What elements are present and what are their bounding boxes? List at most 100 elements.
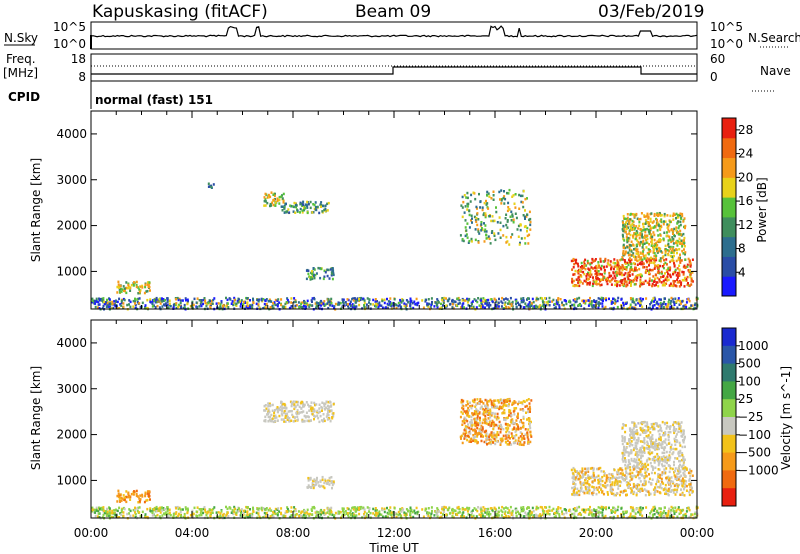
echo-cell [462,239,465,243]
echo-cell [156,513,159,517]
echo-cell [240,300,243,304]
echo-cell [622,224,625,227]
echo-cell [511,300,514,304]
echo-cell [507,192,510,195]
echo-cell [673,263,676,267]
echo-cell [620,271,623,275]
echo-cell [102,506,105,509]
echo-cell [514,430,517,433]
echo-cell [610,274,613,278]
echo-cell [609,260,612,263]
echo-cell [179,508,182,511]
echo-cell [505,427,508,430]
echo-cell [535,506,538,510]
echo-cell [144,285,147,289]
echo-cell [108,299,111,303]
echo-cell [679,220,682,224]
echo-cell [655,213,658,217]
echo-cell [316,510,319,514]
nave-axis-top: 60 [710,52,725,66]
echo-cell [657,224,660,227]
echo-cell [219,305,222,308]
echo-cell [312,211,315,214]
echo-cell [642,266,645,269]
echo-cell [174,512,177,516]
echo-cell [682,305,685,308]
echo-cell [668,235,671,238]
echo-cell [646,234,649,237]
echo-cell [146,283,149,286]
echo-cell [272,511,275,514]
echo-cell [162,507,165,510]
echo-cell [572,273,575,276]
echo-cell [651,242,654,245]
echo-cell [461,299,464,302]
echo-cell [500,514,503,517]
echo-cell [682,273,685,276]
echo-cell [172,514,175,518]
echo-cell [527,297,529,300]
echo-cell [264,419,267,422]
echo-cell [583,272,586,276]
cpid-strip: CPID normal (fast) 151 [8,81,213,109]
echo-cell [657,271,660,274]
echo-cell [579,304,582,307]
echo-cell [591,284,594,288]
echo-cell [664,249,667,253]
echo-cell [179,301,182,305]
echo-cell [476,435,479,438]
echo-cell [329,304,332,307]
echo-cell [309,278,312,281]
echo-cell [511,233,514,236]
echo-cell [488,421,491,424]
echo-cell [294,205,297,209]
echo-cell [574,469,577,473]
echo-cell [471,511,473,515]
echo-cell [480,439,483,443]
echo-cell [517,439,520,442]
echo-cell [638,236,641,240]
echo-cell [508,403,510,406]
echo-cell [196,306,199,309]
echo-cell [614,276,617,280]
echo-cell [672,237,675,241]
echo-cell [280,418,283,421]
echo-cell [529,430,532,434]
echo-cell [492,427,495,431]
echo-cell [467,507,470,511]
echo-cell [541,297,544,300]
echo-cell [274,204,277,207]
echo-cell [282,199,285,202]
echo-cell [601,273,603,276]
echo-cell [527,407,530,411]
echo-cell [592,279,595,282]
echo-cell [574,261,577,264]
echo-cell [291,413,294,417]
echo-cell [622,229,625,233]
echo-cell [500,202,503,205]
echo-cell [571,512,574,516]
echo-cell [463,306,465,309]
echo-cell [639,297,642,300]
echo-cell [183,306,186,309]
echo-cell [641,282,644,286]
echo-cell [181,299,184,302]
echo-cell [177,305,180,309]
echo-cell [293,403,296,406]
echo-cell [383,301,386,305]
echo-cell [658,247,661,250]
echo-cell [677,258,680,261]
echo-cell [481,421,484,425]
echo-cell [114,299,117,302]
echo-cell [633,283,636,286]
echo-cell [421,508,424,511]
echo-cell [629,506,632,509]
echo-cell [200,508,203,511]
echo-cell [263,515,266,518]
echo-cell [152,508,155,511]
echo-cell [100,297,103,301]
echo-cell [675,259,678,263]
echo-cell [354,507,357,510]
echo-cell [680,281,683,284]
echo-cell [499,236,502,239]
